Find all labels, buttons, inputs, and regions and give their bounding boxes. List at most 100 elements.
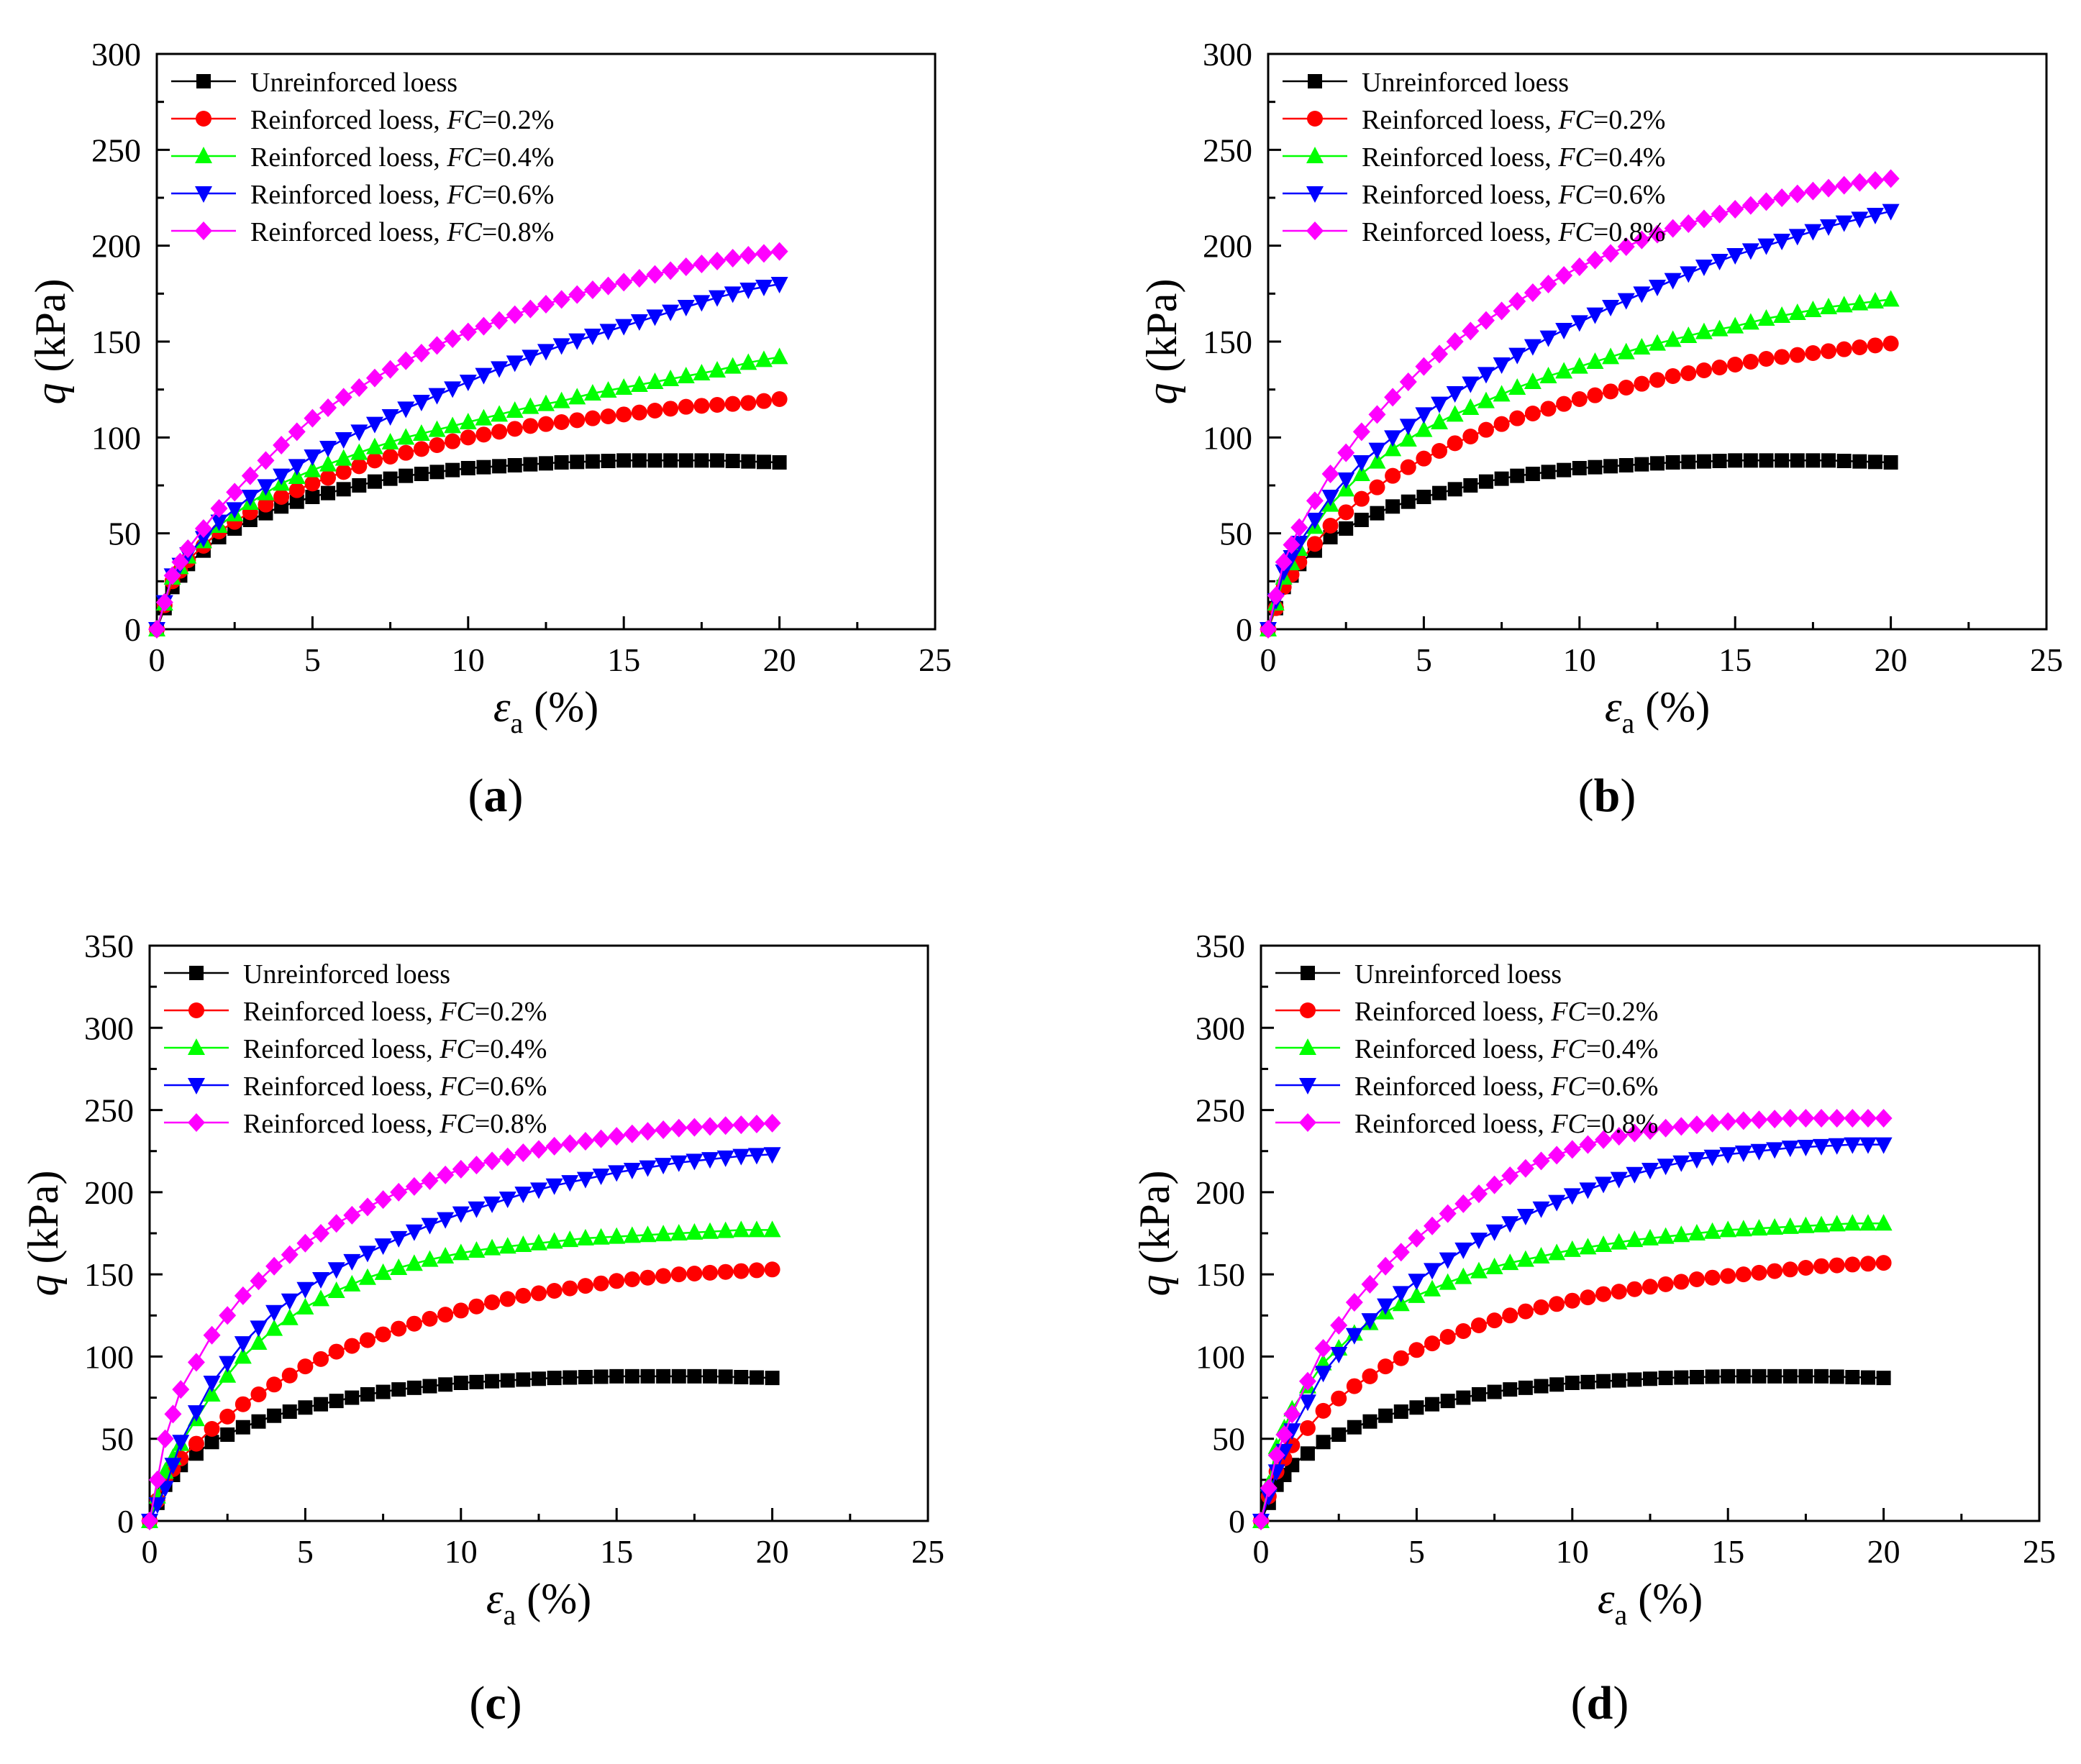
data-point — [1400, 459, 1416, 475]
data-point — [739, 283, 757, 299]
data-point — [724, 249, 742, 268]
data-point — [1882, 169, 1900, 188]
data-point — [266, 1376, 283, 1393]
data-point — [1603, 383, 1619, 400]
data-point — [459, 375, 477, 391]
data-point — [220, 1427, 235, 1442]
legend: Unreinforced loess Reinforced loess, FC=0… — [1283, 68, 1665, 247]
data-point — [312, 1289, 330, 1307]
data-point — [1316, 1435, 1331, 1450]
data-point — [1321, 465, 1339, 483]
legend-label: Unreinforced loess — [1362, 68, 1569, 98]
data-point — [1596, 1374, 1611, 1389]
data-point — [1883, 455, 1898, 470]
data-point — [429, 437, 445, 453]
data-point — [1299, 1420, 1316, 1436]
data-point — [1377, 1298, 1395, 1315]
data-point — [1726, 200, 1744, 219]
data-point — [1674, 1370, 1689, 1385]
data-point — [553, 414, 570, 430]
data-point — [1788, 229, 1806, 246]
series-5 — [148, 242, 788, 639]
data-point — [1345, 1327, 1363, 1345]
data-point — [1851, 211, 1869, 229]
panel-label: (d) — [1571, 1677, 1629, 1729]
data-point — [1392, 1294, 1410, 1312]
data-point — [1602, 300, 1620, 316]
data-point — [531, 1285, 547, 1302]
data-point — [1534, 1379, 1549, 1394]
data-point — [1657, 1276, 1674, 1292]
data-point — [412, 395, 430, 411]
data-point — [1752, 1368, 1767, 1384]
data-point — [568, 388, 586, 405]
series-2 — [1253, 1255, 1892, 1529]
data-point — [1726, 248, 1744, 265]
panel-label: (b) — [1578, 769, 1636, 822]
data-point — [717, 1263, 734, 1280]
data-point — [304, 475, 321, 492]
data-point — [693, 255, 711, 273]
data-point — [562, 1280, 578, 1297]
data-point — [1392, 1286, 1410, 1303]
data-point — [1399, 373, 1417, 391]
panel-label: (c) — [469, 1677, 522, 1729]
data-point — [1695, 322, 1713, 339]
data-point — [647, 403, 663, 419]
data-point — [288, 422, 306, 442]
data-point — [1829, 1257, 1845, 1274]
data-point — [250, 1386, 267, 1402]
data-point — [1493, 301, 1511, 321]
data-point — [1757, 192, 1775, 211]
data-point — [1425, 1397, 1440, 1412]
data-point — [608, 1165, 626, 1182]
data-point — [414, 467, 429, 481]
legend-marker — [1306, 147, 1324, 163]
data-point — [1626, 1230, 1644, 1248]
data-point — [1337, 443, 1355, 462]
data-point — [421, 1250, 439, 1267]
data-point — [1290, 518, 1308, 537]
data-point — [1696, 454, 1711, 469]
legend-marker — [196, 74, 211, 88]
data-point — [365, 416, 383, 434]
data-point — [390, 1230, 408, 1248]
data-point — [1408, 1286, 1426, 1303]
data-point — [1711, 360, 1728, 375]
data-point — [670, 1155, 688, 1172]
data-point — [601, 454, 616, 468]
data-point — [459, 413, 477, 429]
data-point — [491, 424, 508, 440]
data-point — [1711, 204, 1729, 224]
data-point — [164, 1404, 182, 1424]
data-point — [1688, 1224, 1706, 1240]
x-tick-label: 15 — [1711, 1533, 1744, 1570]
data-point — [282, 1404, 297, 1419]
data-point — [428, 420, 446, 437]
data-point — [1844, 1214, 1862, 1231]
data-point — [1424, 1335, 1441, 1352]
data-point — [1377, 1256, 1395, 1276]
data-point — [1447, 435, 1463, 452]
data-point — [374, 1263, 392, 1280]
data-point — [1657, 1159, 1675, 1176]
data-point — [1828, 1109, 1846, 1128]
data-point — [187, 1405, 205, 1422]
data-point — [1820, 219, 1838, 236]
data-point — [561, 1230, 579, 1248]
data-point — [156, 1429, 174, 1448]
data-point — [1735, 1266, 1752, 1283]
data-point — [1813, 1138, 1831, 1156]
data-point — [678, 453, 693, 468]
data-point — [1378, 1358, 1394, 1375]
data-point — [1456, 1390, 1471, 1405]
data-point — [677, 300, 695, 316]
x-tick-label: 10 — [445, 1533, 478, 1570]
data-point — [374, 1190, 392, 1210]
legend-marker — [1306, 186, 1324, 203]
data-point — [1393, 1404, 1408, 1419]
data-point — [563, 1370, 578, 1385]
data-point — [1570, 257, 1588, 276]
data-point — [1757, 238, 1775, 255]
data-point — [304, 460, 322, 477]
